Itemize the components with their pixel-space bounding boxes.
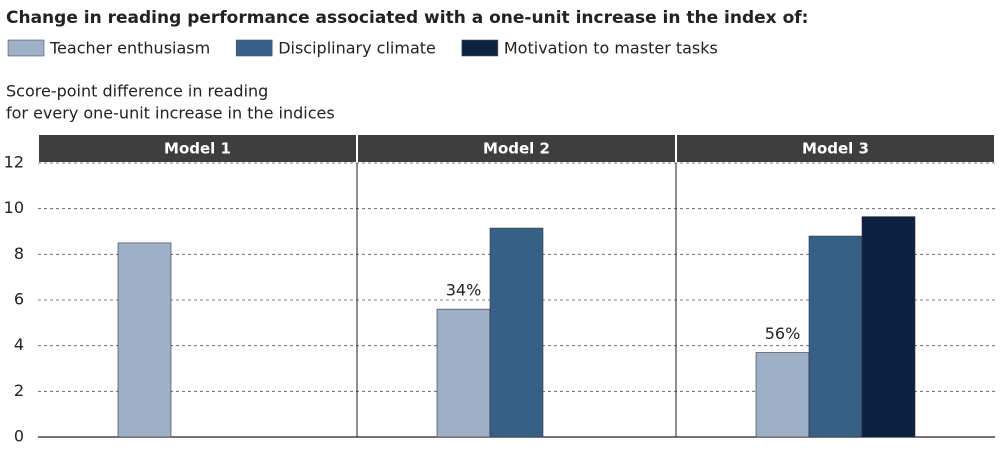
legend-swatch: [235, 39, 273, 57]
y-tick-label: 10: [4, 198, 24, 217]
bar-annotation: 56%: [765, 324, 801, 343]
y-tick-label: 0: [14, 427, 24, 446]
chart-title: Change in reading performance associated…: [6, 8, 808, 28]
bar: [117, 242, 172, 438]
panel-header: [358, 135, 675, 162]
bar: [436, 308, 491, 438]
y-tick-label: 2: [14, 381, 24, 400]
y-tick-label: 8: [14, 244, 24, 263]
panel-label: Model 2: [483, 140, 550, 158]
legend-swatch: [7, 39, 45, 57]
panel-header: [39, 135, 356, 162]
bar: [808, 235, 863, 438]
panel-label: Model 1: [164, 140, 231, 158]
panel-label: Model 3: [802, 140, 869, 158]
legend-label: Teacher enthusiasm: [49, 39, 210, 58]
bar: [489, 227, 544, 438]
y-tick-label: 4: [14, 335, 24, 354]
bar: [755, 352, 810, 438]
y-tick-label: 12: [4, 153, 24, 172]
panel-header: [677, 135, 994, 162]
legend-label: Motivation to master tasks: [504, 39, 718, 58]
bar-annotation: 34%: [446, 281, 482, 300]
bar: [861, 216, 916, 438]
y-axis-label: for every one-unit increase in the indic…: [6, 104, 335, 123]
y-axis-label: Score-point difference in reading: [6, 82, 268, 101]
y-tick-label: 6: [14, 290, 24, 309]
legend-swatch: [461, 39, 499, 57]
legend-label: Disciplinary climate: [278, 39, 436, 58]
